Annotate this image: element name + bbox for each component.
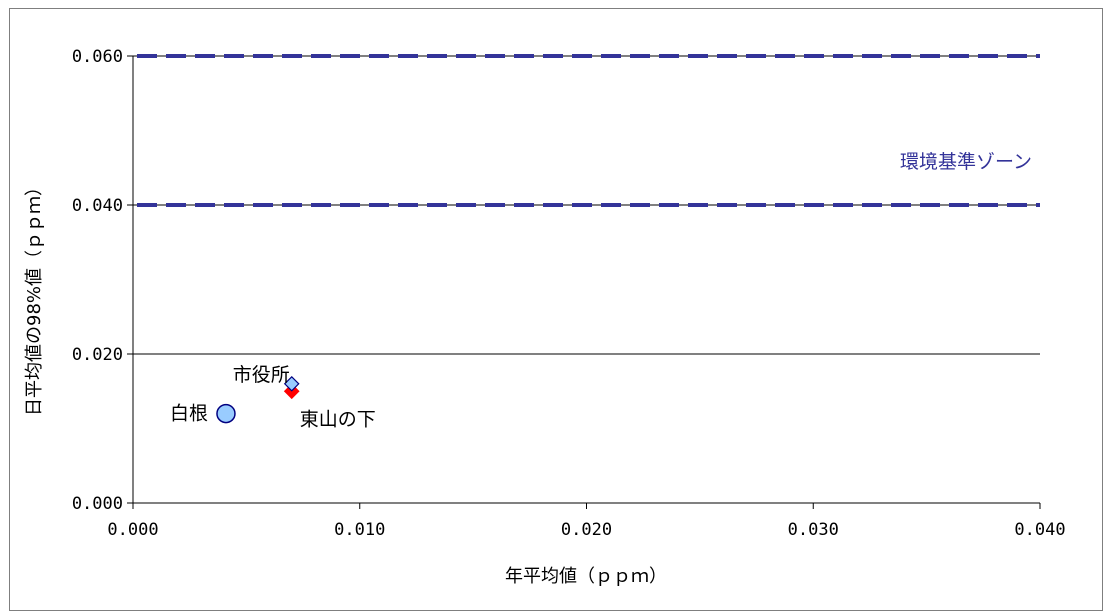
zone-annotation: 環境基準ゾーン xyxy=(900,151,1032,173)
axes xyxy=(132,56,1040,504)
chart-frame xyxy=(9,8,1103,611)
x-tick-label: 0.020 xyxy=(561,520,612,540)
data-points xyxy=(216,375,300,424)
y-tick-label: 0.040 xyxy=(72,196,123,216)
x-tick-label: 0.030 xyxy=(788,520,839,540)
y-axis-title: 日平均値の98%値（ｐｐｍ） xyxy=(24,178,45,416)
x-axis-title: 年平均値（ｐｐｍ） xyxy=(505,566,667,587)
point-label: 東山の下 xyxy=(300,408,376,430)
x-tick-label: 0.040 xyxy=(1014,520,1065,540)
x-tick-label: 0.000 xyxy=(107,520,158,540)
data-point xyxy=(216,403,236,424)
y-tick-label: 0.000 xyxy=(72,494,123,514)
x-tick-label: 0.010 xyxy=(334,520,385,540)
point-label: 白根 xyxy=(170,403,208,425)
tick-labels: 0.000 0.020 0.040 0.060 0.000 0.010 0.020 0.030… xyxy=(72,47,1066,540)
data-point xyxy=(283,375,300,392)
point-label: 市役所 xyxy=(233,364,290,386)
y-tick-label: 0.020 xyxy=(72,345,123,365)
y-tick-label: 0.060 xyxy=(72,47,123,67)
reference-lines xyxy=(137,54,1040,207)
